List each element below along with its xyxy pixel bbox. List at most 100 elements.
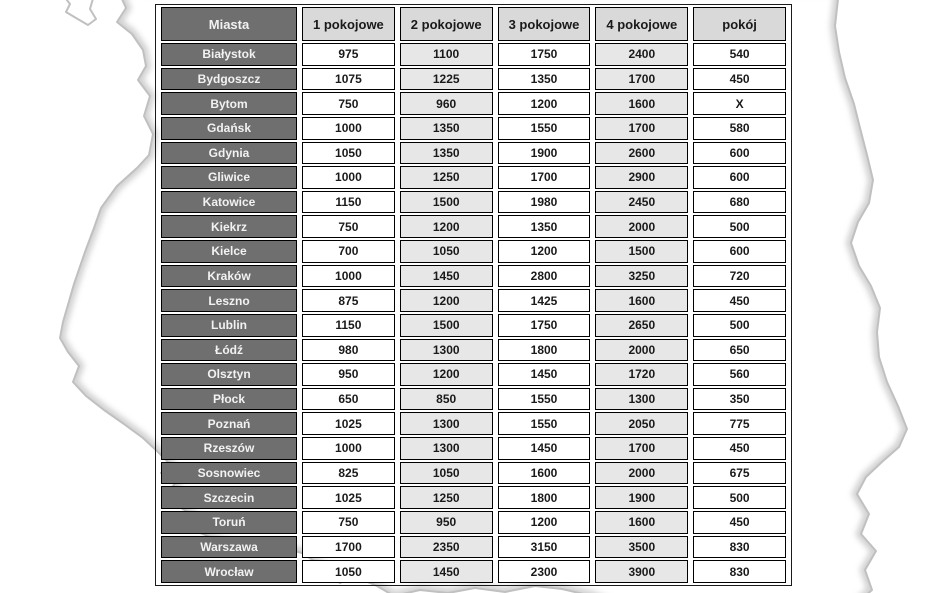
table-cell: 1050 bbox=[302, 560, 395, 583]
table-row: Szczecin 1025 1250 1800 1900 500 bbox=[161, 486, 786, 509]
table-cell: 1900 bbox=[497, 141, 591, 165]
row-header-city: Kraków bbox=[161, 264, 297, 288]
table-cell: 1980 bbox=[497, 190, 591, 214]
table-cell: 1250 bbox=[399, 486, 493, 509]
table-row: Gliwice 1000 1250 1700 2900 600 bbox=[161, 166, 786, 189]
table-row: Warszawa 1700 2350 3150 3500 830 bbox=[161, 535, 786, 559]
table-cell: 1075 bbox=[302, 67, 395, 91]
table-cell: 600 bbox=[693, 141, 786, 165]
table-cell: 450 bbox=[693, 437, 786, 460]
table-cell: 500 bbox=[693, 215, 786, 238]
table-cell: 680 bbox=[693, 190, 786, 214]
table-cell: 1200 bbox=[399, 215, 493, 238]
table-cell: 720 bbox=[693, 264, 786, 288]
table-cell: 3500 bbox=[595, 535, 689, 559]
table-cell: 775 bbox=[693, 412, 786, 435]
row-header-city: Rzeszów bbox=[161, 437, 297, 460]
row-header-city: Szczecin bbox=[161, 486, 297, 509]
column-header: 3 pokojowe bbox=[497, 7, 591, 41]
table-cell: 675 bbox=[693, 461, 786, 485]
table-cell: 1700 bbox=[595, 67, 689, 91]
table-cell: 1450 bbox=[497, 363, 591, 386]
table-cell: 2450 bbox=[595, 190, 689, 214]
table-cell: 1300 bbox=[399, 412, 493, 435]
table-cell: 975 bbox=[302, 43, 395, 66]
table-cell: 750 bbox=[302, 92, 395, 115]
row-header-city: Leszno bbox=[161, 289, 297, 312]
table-cell: 960 bbox=[399, 92, 493, 115]
row-header-city: Gdańsk bbox=[161, 116, 297, 140]
table-cell: 1450 bbox=[399, 264, 493, 288]
table-cell: 980 bbox=[302, 338, 395, 362]
table-cell: 750 bbox=[302, 510, 395, 534]
table-cell: 1000 bbox=[302, 166, 395, 189]
table-cell: 1000 bbox=[302, 116, 395, 140]
table-cell: 1550 bbox=[497, 116, 591, 140]
row-header-city: Wrocław bbox=[161, 560, 297, 583]
row-header-city: Bydgoszcz bbox=[161, 67, 297, 91]
table-cell: 1750 bbox=[497, 43, 591, 66]
table-cell: 1200 bbox=[399, 289, 493, 312]
table-cell: 2650 bbox=[595, 313, 689, 337]
table-cell: 1225 bbox=[399, 67, 493, 91]
column-header: 2 pokojowe bbox=[399, 7, 493, 41]
table-cell: 1250 bbox=[399, 166, 493, 189]
table-cell: 1700 bbox=[302, 535, 395, 559]
table-row: Olsztyn 950 1200 1450 1720 560 bbox=[161, 363, 786, 386]
table-row: Gdynia 1050 1350 1900 2600 600 bbox=[161, 141, 786, 165]
table-cell: 1100 bbox=[399, 43, 493, 66]
table-cell: 1300 bbox=[595, 387, 689, 411]
table-cell: 1450 bbox=[399, 560, 493, 583]
table-cell: 950 bbox=[399, 510, 493, 534]
table-cell: 1300 bbox=[399, 437, 493, 460]
table-cell: 850 bbox=[399, 387, 493, 411]
header-row: Miasta 1 pokojowe 2 pokojowe 3 pokojowe 4 po… bbox=[161, 7, 786, 41]
table-cell: 2000 bbox=[595, 215, 689, 238]
row-header-city: Toruń bbox=[161, 510, 297, 534]
table-cell: 1500 bbox=[399, 313, 493, 337]
table-cell: 540 bbox=[693, 43, 786, 66]
table-cell: 650 bbox=[693, 338, 786, 362]
table-cell: 1150 bbox=[302, 190, 395, 214]
table-cell: 1000 bbox=[302, 437, 395, 460]
table-cell: 1425 bbox=[497, 289, 591, 312]
table-cell: 1050 bbox=[399, 461, 493, 485]
table-cell: 1050 bbox=[302, 141, 395, 165]
table-cell: 2800 bbox=[497, 264, 591, 288]
table-row: Bydgoszcz 1075 1225 1350 1700 450 bbox=[161, 67, 786, 91]
table-cell: 2600 bbox=[595, 141, 689, 165]
row-header-city: Płock bbox=[161, 387, 297, 411]
table-cell: X bbox=[693, 92, 786, 115]
table-cell: 600 bbox=[693, 166, 786, 189]
table-row: Łódź 980 1300 1800 2000 650 bbox=[161, 338, 786, 362]
row-header-city: Gdynia bbox=[161, 141, 297, 165]
row-header-city: Bytom bbox=[161, 92, 297, 115]
row-header-city: Olsztyn bbox=[161, 363, 297, 386]
table-cell: 1600 bbox=[595, 510, 689, 534]
table-cell: 950 bbox=[302, 363, 395, 386]
table-cell: 1500 bbox=[399, 190, 493, 214]
row-header-city: Białystok bbox=[161, 43, 297, 66]
row-header-city: Kiekrz bbox=[161, 215, 297, 238]
table-cell: 1200 bbox=[497, 510, 591, 534]
table-cell: 1800 bbox=[497, 338, 591, 362]
table-cell: 450 bbox=[693, 67, 786, 91]
table-cell: 875 bbox=[302, 289, 395, 312]
table-row: Leszno 875 1200 1425 1600 450 bbox=[161, 289, 786, 312]
table-cell: 1600 bbox=[595, 92, 689, 115]
row-header-city: Kielce bbox=[161, 240, 297, 263]
table-cell: 2000 bbox=[595, 461, 689, 485]
row-header-city: Katowice bbox=[161, 190, 297, 214]
table-cell: 2050 bbox=[595, 412, 689, 435]
table-cell: 1450 bbox=[497, 437, 591, 460]
table-cell: 1025 bbox=[302, 486, 395, 509]
table-cell: 750 bbox=[302, 215, 395, 238]
table-cell: 1700 bbox=[595, 116, 689, 140]
table-cell: 1600 bbox=[497, 461, 591, 485]
table-cell: 580 bbox=[693, 116, 786, 140]
prices-table: Miasta 1 pokojowe 2 pokojowe 3 pokojowe 4 po… bbox=[155, 4, 792, 586]
table-row: Toruń 750 950 1200 1600 450 bbox=[161, 510, 786, 534]
table-row: Sosnowiec 825 1050 1600 2000 675 bbox=[161, 461, 786, 485]
table-cell: 1700 bbox=[497, 166, 591, 189]
table-row: Bytom 750 960 1200 1600 X bbox=[161, 92, 786, 115]
